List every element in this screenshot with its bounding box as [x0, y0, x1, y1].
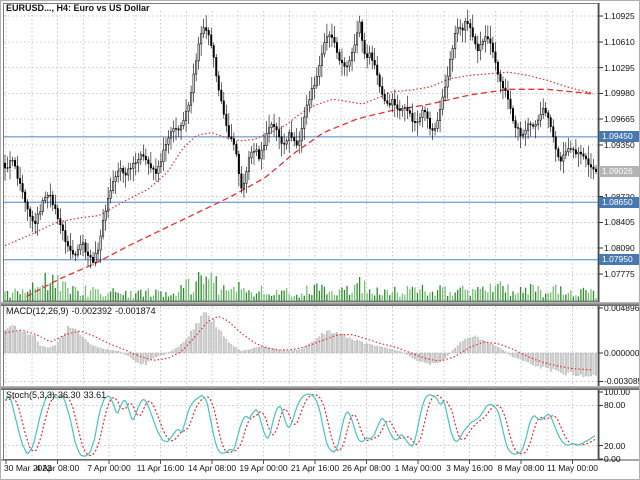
- price-axis-label: 1.07775: [604, 269, 635, 279]
- time-axis-label: 3 May 16:00: [446, 463, 493, 473]
- time-axis-label: 30 Mar 2023: [4, 463, 52, 473]
- stoch-axis-label: 0.00: [604, 454, 621, 464]
- price-axis-label: 1.10295: [604, 62, 635, 73]
- level-price-tag: 1.08650: [599, 196, 639, 208]
- time-axis-label: 26 Apr 08:00: [342, 463, 391, 473]
- price-axis-label: 1.10925: [604, 11, 635, 21]
- level-price-tag: 1.07950: [599, 254, 639, 266]
- price-axis-label: 1.09665: [604, 114, 635, 125]
- stoch-name: Stoch(5,3,3): [6, 390, 56, 400]
- stoch-indicator-label: Stoch(5,3,3) 36.30 33.61: [6, 390, 109, 400]
- time-axis-label: 19 Apr 00:00: [239, 463, 288, 473]
- time-axis-label: 1 May 00:00: [394, 463, 442, 473]
- time-axis-label: 4 Apr 08:00: [35, 463, 80, 473]
- chart-title-text: EURUSD..., H4: Euro vs US Dollar: [6, 3, 150, 13]
- price-axis-label: 1.09980: [604, 88, 635, 99]
- panel-splitter-stoch[interactable]: [1, 386, 639, 390]
- current-price-tag: 1.09026: [599, 166, 639, 178]
- stoch-k-value: 36.30: [58, 390, 81, 400]
- time-axis-label: 7 Apr 00:00: [87, 463, 131, 473]
- macd-signal-value: -0.001874: [115, 306, 156, 316]
- time-axis-label: 11 May 00:00: [547, 463, 598, 473]
- macd-axis-label: 0.004896: [604, 303, 640, 313]
- stoch-axis-label: 20.00: [604, 440, 626, 451]
- macd-axis-label: -0.003085: [604, 376, 640, 387]
- macd-name: MACD(12,26,9): [6, 306, 69, 316]
- time-axis-label: 8 May 08:00: [497, 463, 545, 473]
- macd-axis-label: 0.000000: [604, 348, 640, 358]
- price-axis-label: 1.09350: [604, 140, 635, 150]
- chart-title: EURUSD..., H4: Euro vs US Dollar: [6, 3, 150, 13]
- price-axis-label: 1.08090: [604, 243, 635, 254]
- macd-value: -0.002392: [71, 306, 113, 316]
- level-price-tag: 1.09450: [599, 131, 639, 143]
- price-axis-label: 1.08720: [604, 192, 635, 202]
- stoch-axis-label: 80.00: [604, 400, 626, 411]
- stoch-d-value: 33.61: [83, 390, 107, 400]
- stoch-axis-label: 100.00: [604, 387, 630, 397]
- time-axis-label: 21 Apr 16:00: [290, 463, 340, 473]
- time-axis-label: 11 Apr 16:00: [136, 463, 185, 473]
- macd-indicator-label: MACD(12,26,9) -0.002392 -0.001874: [6, 306, 159, 316]
- price-axis-label: 1.10610: [604, 36, 635, 47]
- time-axis-label: 14 Apr 08:00: [187, 463, 237, 473]
- price-axis-label: 1.08405: [604, 217, 635, 228]
- panel-splitter-macd[interactable]: [1, 302, 639, 306]
